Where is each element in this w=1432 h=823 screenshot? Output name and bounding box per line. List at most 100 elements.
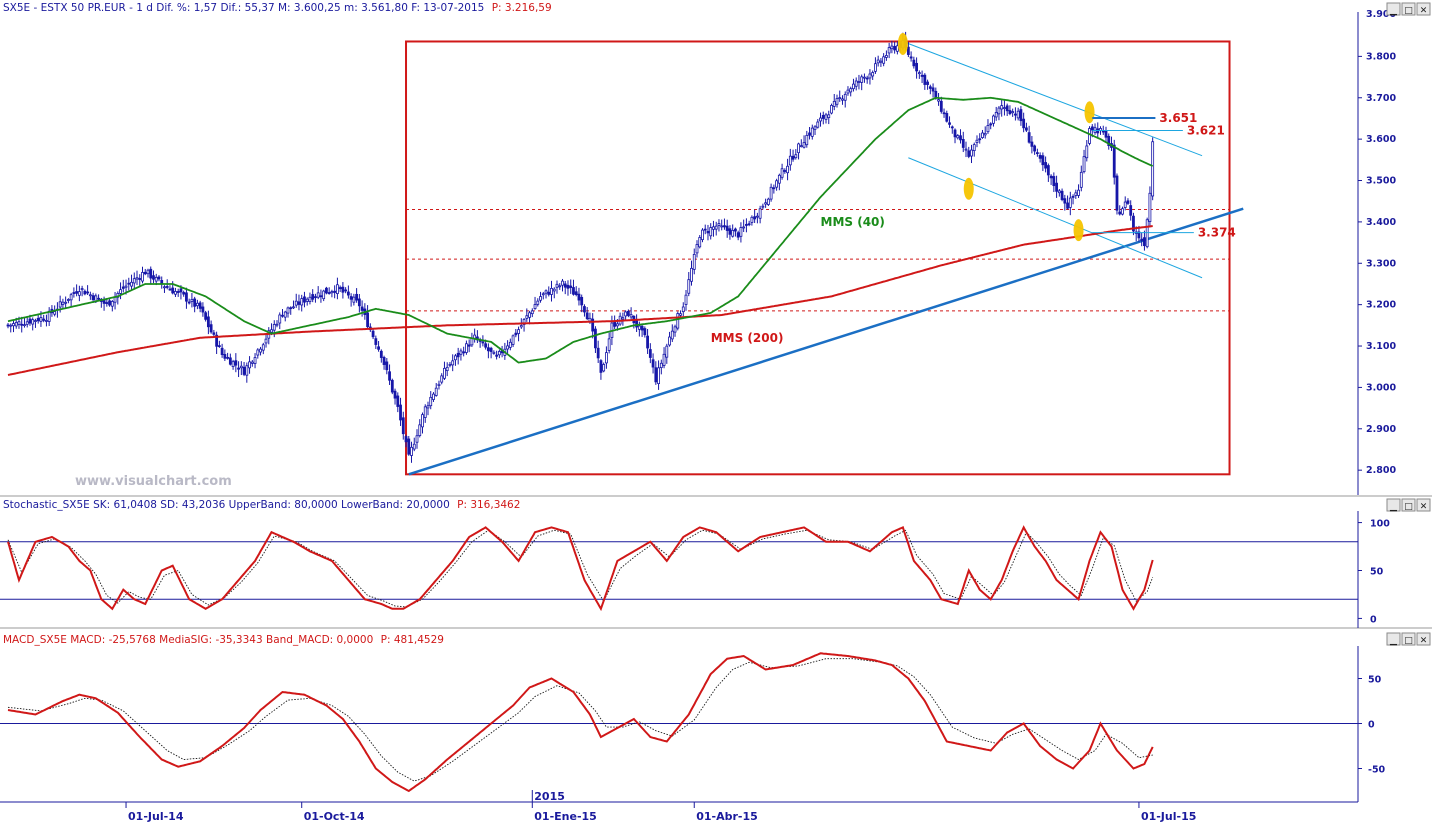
candle-body [928, 86, 932, 89]
candle-body [766, 198, 770, 205]
candle-body [956, 135, 960, 139]
candle-body [108, 300, 111, 306]
candle-body [717, 223, 721, 226]
minimize-button[interactable] [1386, 498, 1401, 512]
candle-body [890, 45, 894, 50]
candle-body [981, 132, 984, 138]
candle-body [382, 357, 386, 365]
candle-body [245, 365, 249, 376]
candle-body [613, 321, 617, 327]
candle-body [508, 341, 512, 348]
macd-panel[interactable]: MACD_SX5E MACD: -25,5768 MediaSIG: -35,3… [0, 634, 1358, 793]
range-box [405, 40, 1231, 476]
candle-body [97, 297, 100, 300]
candle-body [196, 302, 199, 307]
candle-body [1024, 127, 1028, 131]
candle-body [440, 375, 444, 383]
candle-body [865, 77, 869, 80]
candle-body [772, 187, 776, 190]
candle-body [462, 351, 466, 354]
candle-body [385, 361, 389, 371]
candle-body [1068, 197, 1072, 208]
candle-body [640, 325, 644, 331]
candle-body [198, 302, 202, 309]
candle-body [1014, 113, 1017, 116]
candle-body [14, 321, 18, 327]
candle-body [819, 117, 822, 122]
stochastic-panel[interactable]: Stochastic_SX5E SK: 61,0408 SD: 43,2036 … [0, 499, 1358, 612]
date-axis: 01-Jul-14 01-Oct-14 01-Ene-15 01-Abr-15 01-J… [0, 790, 1358, 823]
candle-body [415, 435, 419, 443]
candle-body [734, 228, 737, 232]
price-y-axis: 2.800 2.900 3.000 3.100 3.200 3.300 3.400 3.500… [1357, 9, 1396, 495]
candle-body [434, 387, 438, 396]
candle-body [978, 138, 982, 141]
candle-body [190, 299, 194, 302]
candle-body [621, 317, 625, 320]
candle-body [470, 338, 474, 346]
candle-body [163, 286, 166, 289]
candle-body [992, 115, 995, 124]
candle-body [204, 312, 208, 320]
candle-body [187, 301, 191, 304]
close-button[interactable] [1416, 2, 1431, 16]
maximize-button[interactable] [1401, 498, 1416, 512]
candle-body [893, 46, 897, 51]
candle-body [939, 100, 943, 112]
candle-body [212, 332, 216, 335]
candle-body [961, 139, 965, 148]
candle-body [42, 318, 46, 321]
candles [6, 31, 1155, 463]
candle-body [882, 56, 886, 64]
candle-body [366, 312, 369, 328]
candle-body [454, 355, 457, 361]
candle-body [843, 93, 847, 101]
candle-body [300, 298, 304, 306]
candle-body [495, 354, 499, 357]
maximize-button[interactable] [1401, 632, 1416, 646]
candle-body [270, 329, 273, 333]
candle-body [132, 278, 136, 284]
x-tick-label: 01-Ene-15 [534, 810, 597, 823]
candle-body [937, 99, 940, 102]
candle-body [1049, 175, 1053, 179]
maximize-button[interactable] [1401, 2, 1416, 16]
candle-body [926, 81, 929, 85]
candle-body [558, 285, 562, 288]
candle-body [305, 298, 309, 302]
candle-body [876, 59, 880, 64]
candle-body [143, 271, 147, 275]
y-tick-label: 3.100 [1366, 341, 1396, 352]
minimize-button[interactable] [1386, 632, 1401, 646]
candle-body [607, 338, 611, 351]
candle-body [119, 289, 122, 294]
candle-body [539, 296, 542, 301]
candle-body [6, 324, 10, 327]
candle-body [651, 359, 655, 368]
candle-body [1052, 176, 1056, 187]
candle-body [223, 354, 227, 359]
candle-body [1063, 198, 1067, 204]
candle-body [412, 443, 416, 450]
minimize-button[interactable] [1386, 2, 1401, 16]
candle-body [201, 306, 205, 313]
mms40-label: MMS (40) [821, 215, 885, 229]
candle-body [1112, 144, 1116, 178]
candle-body [275, 323, 279, 326]
candle-body [303, 296, 306, 303]
candle-body [77, 291, 81, 296]
candle-body [852, 83, 855, 90]
candle-body [83, 290, 87, 295]
close-button[interactable] [1416, 498, 1431, 512]
channel-lower-line [908, 157, 1203, 279]
candle-body [374, 338, 378, 345]
candle-body [281, 314, 284, 317]
candle-body [1003, 107, 1006, 109]
candle-body [994, 112, 998, 118]
candle-body [45, 320, 48, 322]
candle-body [399, 404, 402, 421]
candle-body [871, 72, 875, 77]
candle-body [830, 105, 833, 114]
close-button[interactable] [1416, 632, 1431, 646]
